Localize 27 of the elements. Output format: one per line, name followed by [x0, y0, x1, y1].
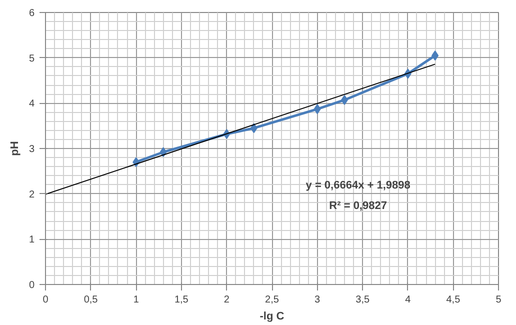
point — [314, 104, 321, 114]
x-tick-label: 0 — [42, 294, 49, 306]
x-axis-title: -lg C — [260, 310, 284, 322]
x-tick-label: 4,5 — [446, 294, 461, 306]
x-tick-label: 1 — [133, 294, 140, 306]
x-tick-label: 3,5 — [356, 294, 370, 306]
y-tick-label: 3 — [28, 144, 35, 155]
x-tick-label: 5 — [496, 294, 502, 306]
point — [340, 94, 348, 105]
y-axis-title: pH — [8, 141, 21, 156]
y-tick-label: 0 — [28, 280, 35, 291]
point — [160, 147, 167, 158]
y-tick-label: 6 — [28, 8, 35, 19]
y-tick-label: 4 — [28, 98, 35, 110]
y-tick-label: 1 — [28, 234, 35, 246]
point — [250, 123, 258, 134]
x-tick-label: 2 — [224, 294, 230, 306]
x-tick-label: 2,5 — [265, 294, 280, 306]
y-tick-label: 5 — [28, 53, 35, 64]
x-tick-label: 0,5 — [84, 294, 98, 306]
x-tick-label: 1,5 — [174, 294, 189, 306]
y-tick-label: 2 — [28, 189, 35, 200]
annotation: R² = 0,9827 — [329, 200, 387, 212]
x-tick-label: 3 — [314, 294, 321, 306]
point — [432, 50, 439, 61]
x-tick-label: 4 — [405, 294, 412, 306]
annotation: y = 0,6664x + 1,9898 — [306, 180, 410, 192]
